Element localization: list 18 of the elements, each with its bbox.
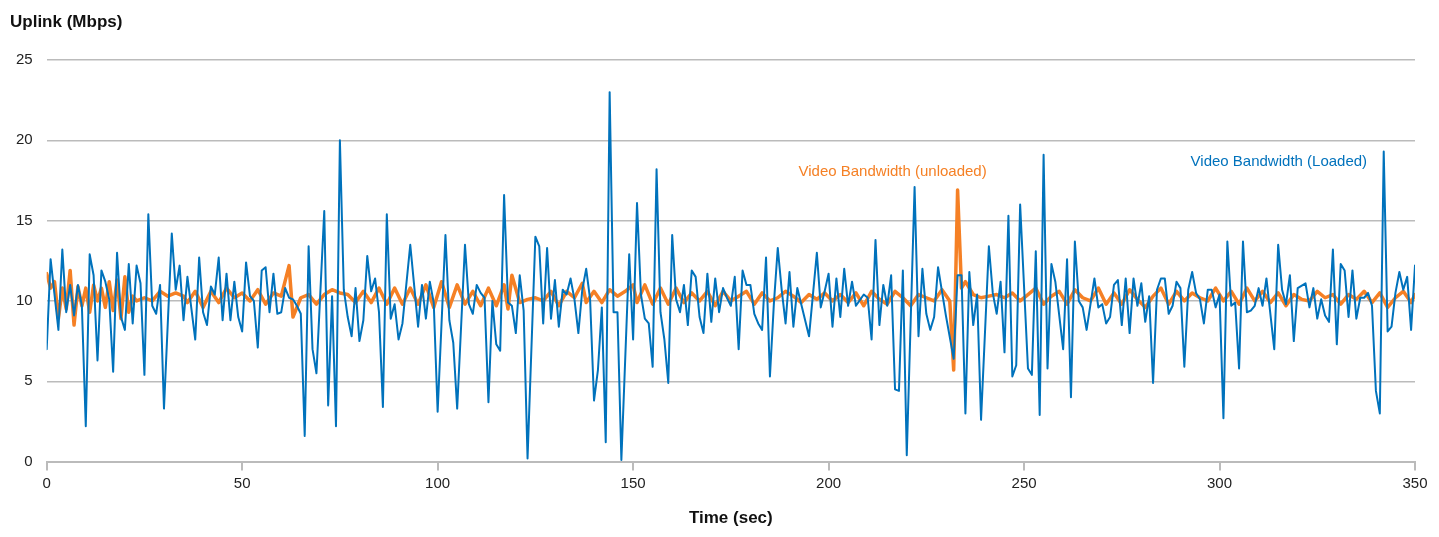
x-tick-label: 300 (1207, 473, 1233, 491)
y-axis-title: Uplink (Mbps) (10, 11, 123, 31)
y-tick-label: 15 (16, 210, 33, 228)
x-tick-label: 250 (1011, 473, 1037, 491)
text: Video Bandwidth (unloaded) (798, 162, 987, 180)
x-tick-label: 50 (233, 473, 251, 491)
x-tick-label: 150 (620, 473, 646, 491)
x-tick-label: 200 (816, 473, 842, 491)
series-label: Video Bandwidth (Loaded) (1190, 152, 1368, 170)
x-tick-label: 350 (1402, 473, 1428, 491)
y-tick-label: 25 (16, 50, 33, 68)
y-tick-label: 20 (16, 130, 33, 148)
y-tick-label: 10 (16, 291, 33, 309)
y-tick-label: 0 (24, 451, 33, 469)
x-axis-title: Time (sec) (688, 508, 773, 528)
x-tick-label: 0 (42, 473, 51, 491)
x-tick-label: 100 (425, 473, 451, 491)
y-tick-label: 5 (24, 371, 33, 389)
